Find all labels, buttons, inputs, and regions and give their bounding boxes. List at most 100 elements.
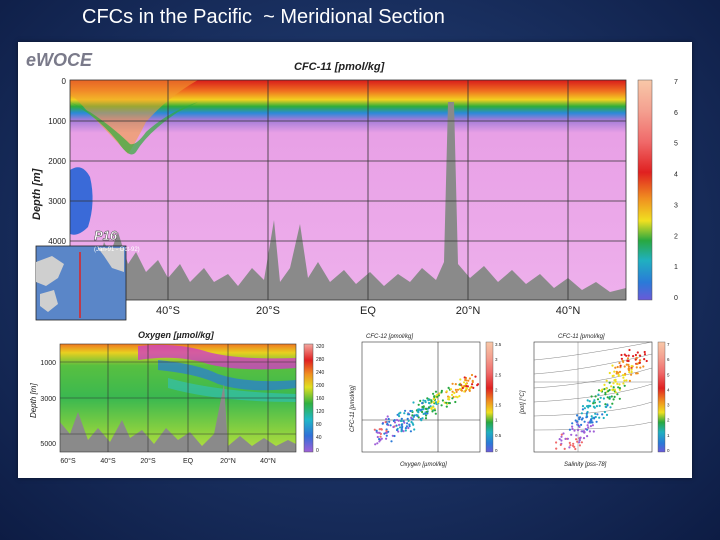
scatter-point <box>555 441 558 444</box>
scatter-point <box>585 413 588 417</box>
scatter-point <box>601 413 604 416</box>
scatter-point <box>560 433 563 436</box>
scatter-point <box>383 432 386 435</box>
scatter-point <box>618 388 621 391</box>
scatter-point <box>454 388 457 391</box>
scatter-point <box>411 418 414 421</box>
scatter-point <box>616 382 619 385</box>
scatter-point <box>437 400 440 403</box>
scatter-point <box>622 360 625 363</box>
scatter-point <box>431 406 434 409</box>
scatter-point <box>464 389 467 392</box>
scatter-point <box>403 421 406 424</box>
scatter-point <box>622 374 625 377</box>
scatter-point <box>413 414 416 417</box>
cfc11-ts-ylabel: [pot] [°C] <box>520 390 526 415</box>
scatter-point <box>618 383 621 386</box>
scatter-point <box>606 396 609 399</box>
scatter-point <box>586 435 589 438</box>
scatter-point <box>385 418 388 421</box>
scatter-point <box>594 395 597 398</box>
cfc11-ylabel: Depth [m] <box>31 168 43 220</box>
scatter-point <box>612 398 615 401</box>
scatter-point <box>623 365 626 368</box>
scatter-point <box>593 416 596 419</box>
colorbar-tick-label: 0 <box>495 448 498 453</box>
scatter-point <box>398 415 401 418</box>
scatter-point <box>610 395 613 398</box>
scatter-point <box>376 442 379 445</box>
cfc11-ytick: 3000 <box>48 197 66 206</box>
cfc12-scatter-chart: CFC-12 [pmol/kg] Oxygen [µmol/kg] CFC-11… <box>350 334 502 468</box>
scatter-point <box>613 370 616 373</box>
scatter-point <box>628 371 631 374</box>
scatter-point <box>591 421 594 424</box>
scatter-point <box>630 373 633 376</box>
scatter-point <box>395 428 399 432</box>
scatter-point <box>393 421 397 424</box>
scatter-point <box>604 393 607 396</box>
scatter-point <box>614 380 617 383</box>
scatter-point <box>392 425 395 429</box>
cfc11-colorbar <box>637 79 653 301</box>
colorbar-tick-label: 1.5 <box>495 403 502 408</box>
scatter-point <box>586 415 589 418</box>
scatter-point <box>603 383 606 386</box>
scatter-point <box>470 373 474 377</box>
scatter-point <box>445 390 448 393</box>
scatter-point <box>406 417 409 420</box>
cfc11-section-field <box>70 80 626 300</box>
scatter-point <box>400 417 403 420</box>
scatter-point <box>380 428 383 431</box>
scatter-point <box>620 353 623 357</box>
cfc11-xtick: EQ <box>360 305 376 317</box>
scatter-point <box>385 437 388 440</box>
scatter-point <box>422 399 425 402</box>
scatter-point <box>622 382 625 385</box>
scatter-point <box>576 420 579 423</box>
scatter-point <box>398 423 401 426</box>
scatter-point <box>581 408 585 411</box>
scatter-point <box>412 423 415 426</box>
cfc12-scatter-ylabel: CFC-11 [pmol/kg] <box>350 385 356 432</box>
scatter-point <box>422 408 425 411</box>
scatter-point <box>594 415 597 419</box>
scatter-point <box>403 412 406 415</box>
scatter-point <box>449 388 453 391</box>
scatter-point <box>422 412 425 415</box>
cfc11-ts-chart: CFC-11 [pmol/kg] Salinity [pss-78] [pot]… <box>520 334 670 468</box>
scatter-point <box>409 430 412 433</box>
colorbar-tick-label: 320 <box>316 344 325 350</box>
scatter-point <box>610 385 613 388</box>
scatter-point <box>434 390 438 393</box>
scatter-point <box>620 357 624 360</box>
scatter-point <box>586 399 589 402</box>
cfc11-ts-density-lines <box>533 341 653 452</box>
scatter-point <box>465 379 468 382</box>
scatter-point <box>464 383 467 386</box>
scatter-point <box>468 377 471 380</box>
scatter-point <box>570 433 573 436</box>
scatter-point <box>413 428 416 431</box>
scatter-point <box>441 399 444 402</box>
colorbar-tick-label: 160 <box>316 396 325 402</box>
scatter-point <box>415 413 418 417</box>
colorbar-tick-label: 2 <box>674 233 678 240</box>
scatter-point <box>437 394 440 397</box>
scatter-point <box>454 383 457 386</box>
scatter-point <box>618 370 622 373</box>
scatter-point <box>385 431 388 434</box>
scatter-point <box>385 434 388 437</box>
scatter-point <box>581 417 584 420</box>
scatter-point <box>588 430 592 433</box>
scatter-point <box>628 348 631 352</box>
cfc11-section-chart: CFC-11 [pmol/kg] 0 1000 2000 3000 4000 D… <box>31 61 678 321</box>
scatter-point <box>578 439 581 442</box>
cfc11-south-warm-lobe <box>70 80 198 154</box>
scatter-point <box>397 430 400 433</box>
scatter-point <box>384 421 387 424</box>
scatter-point <box>596 413 599 416</box>
colorbar-tick-label: 4 <box>674 172 678 179</box>
scatter-point <box>389 424 392 427</box>
scatter-point <box>578 418 581 421</box>
